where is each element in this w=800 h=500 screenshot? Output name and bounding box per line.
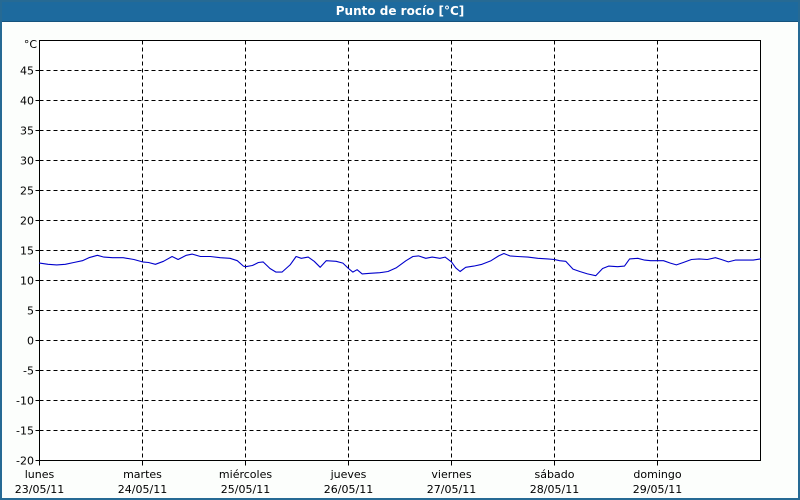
x-date-label: 23/05/11 <box>15 483 64 496</box>
y-tick-label: -10 <box>16 395 34 408</box>
x-day-label: sábado <box>535 468 575 481</box>
y-tick-label: 30 <box>20 155 34 168</box>
x-day-label: domingo <box>633 468 681 481</box>
x-date-label: 24/05/11 <box>118 483 167 496</box>
x-date-label: 28/05/11 <box>530 483 579 496</box>
y-tick-label: 0 <box>27 335 34 348</box>
y-tick-label: 15 <box>20 245 34 258</box>
x-date-label: 29/05/11 <box>633 483 682 496</box>
x-day-label: viernes <box>431 468 471 481</box>
x-day-label: jueves <box>330 468 367 481</box>
window-titlebar: Punto de rocío [°C] <box>2 2 798 22</box>
y-tick-label: 35 <box>20 125 34 138</box>
window-title: Punto de rocío [°C] <box>335 4 465 18</box>
y-tick-label: -5 <box>23 365 34 378</box>
y-axis-unit-label: °C <box>24 38 38 51</box>
y-tick-label: -15 <box>16 425 34 438</box>
x-day-label: martes <box>123 468 162 481</box>
x-date-label: 27/05/11 <box>427 483 476 496</box>
y-tick-label: 45 <box>20 65 34 78</box>
x-day-label: lunes <box>25 468 55 481</box>
chart-region: 45 40 35 30 25 20 15 10 5 0 -5 -10 -15 -20 °C lunes 23/0… <box>2 21 798 498</box>
y-tick-label: 20 <box>20 215 34 228</box>
y-tick-label: -20 <box>16 455 34 468</box>
x-date-label: 26/05/11 <box>324 483 373 496</box>
x-day-label: miércoles <box>219 468 272 481</box>
y-tick-label: 40 <box>20 95 34 108</box>
y-tick-label: 25 <box>20 185 34 198</box>
y-tick-label: 10 <box>20 275 34 288</box>
series-line <box>38 252 762 277</box>
x-date-label: 25/05/11 <box>221 483 270 496</box>
y-tick-label: 5 <box>27 305 34 318</box>
dew-point-chart: 45 40 35 30 25 20 15 10 5 0 -5 -10 -15 -20 °C lunes 23/0… <box>15 38 762 496</box>
